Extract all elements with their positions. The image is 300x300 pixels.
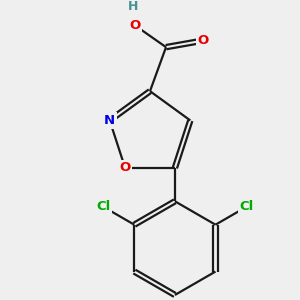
Text: Cl: Cl	[239, 200, 254, 213]
Text: H: H	[128, 0, 138, 13]
Text: O: O	[198, 34, 209, 47]
Text: O: O	[119, 161, 131, 174]
Text: O: O	[129, 19, 141, 32]
Text: N: N	[104, 114, 115, 127]
Text: Cl: Cl	[96, 200, 111, 213]
